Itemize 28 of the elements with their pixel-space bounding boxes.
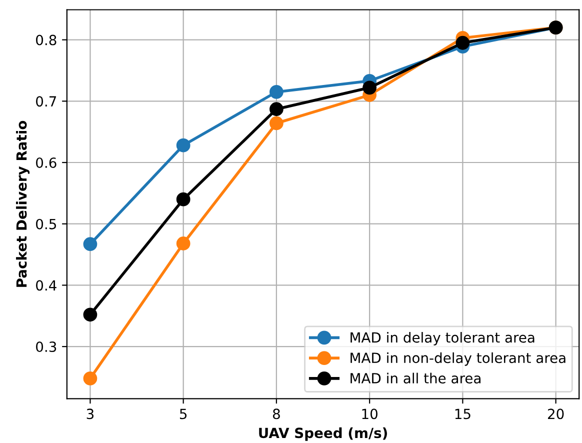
x-tick-label: 20 (548, 408, 564, 420)
point (270, 116, 284, 130)
point (270, 102, 284, 116)
y-tick-label: 0.4 (36, 280, 56, 291)
point (176, 236, 190, 250)
y-tick-label: 0.8 (36, 34, 56, 46)
legend-label: MAD in all the area (350, 372, 480, 384)
point (83, 237, 98, 252)
point (362, 80, 377, 95)
x-tick-label: 5 (180, 408, 187, 420)
y-tick-label: 0.5 (36, 218, 56, 230)
y-tick-label: 0.6 (36, 157, 56, 168)
point (270, 85, 284, 99)
point (176, 192, 190, 206)
point (83, 372, 98, 386)
legend-label: MAD in non-delay tolerant area (350, 352, 566, 366)
point (83, 308, 98, 322)
legend-label: MAD in delay tolerant area (350, 332, 534, 346)
x-tick-label: 10 (362, 408, 378, 420)
y-tick-label: 0.7 (36, 96, 56, 107)
x-axis-title: UAV Speed (m/s) (259, 427, 387, 441)
point (176, 138, 190, 152)
y-axis-title: Packet Delivery Ratio (16, 120, 30, 287)
x-tick-label: 15 (455, 408, 470, 420)
point (456, 36, 470, 50)
x-tick-label: 8 (272, 408, 280, 420)
x-tick-label: 3 (86, 408, 94, 420)
y-tick-label: 0.3 (36, 342, 56, 352)
